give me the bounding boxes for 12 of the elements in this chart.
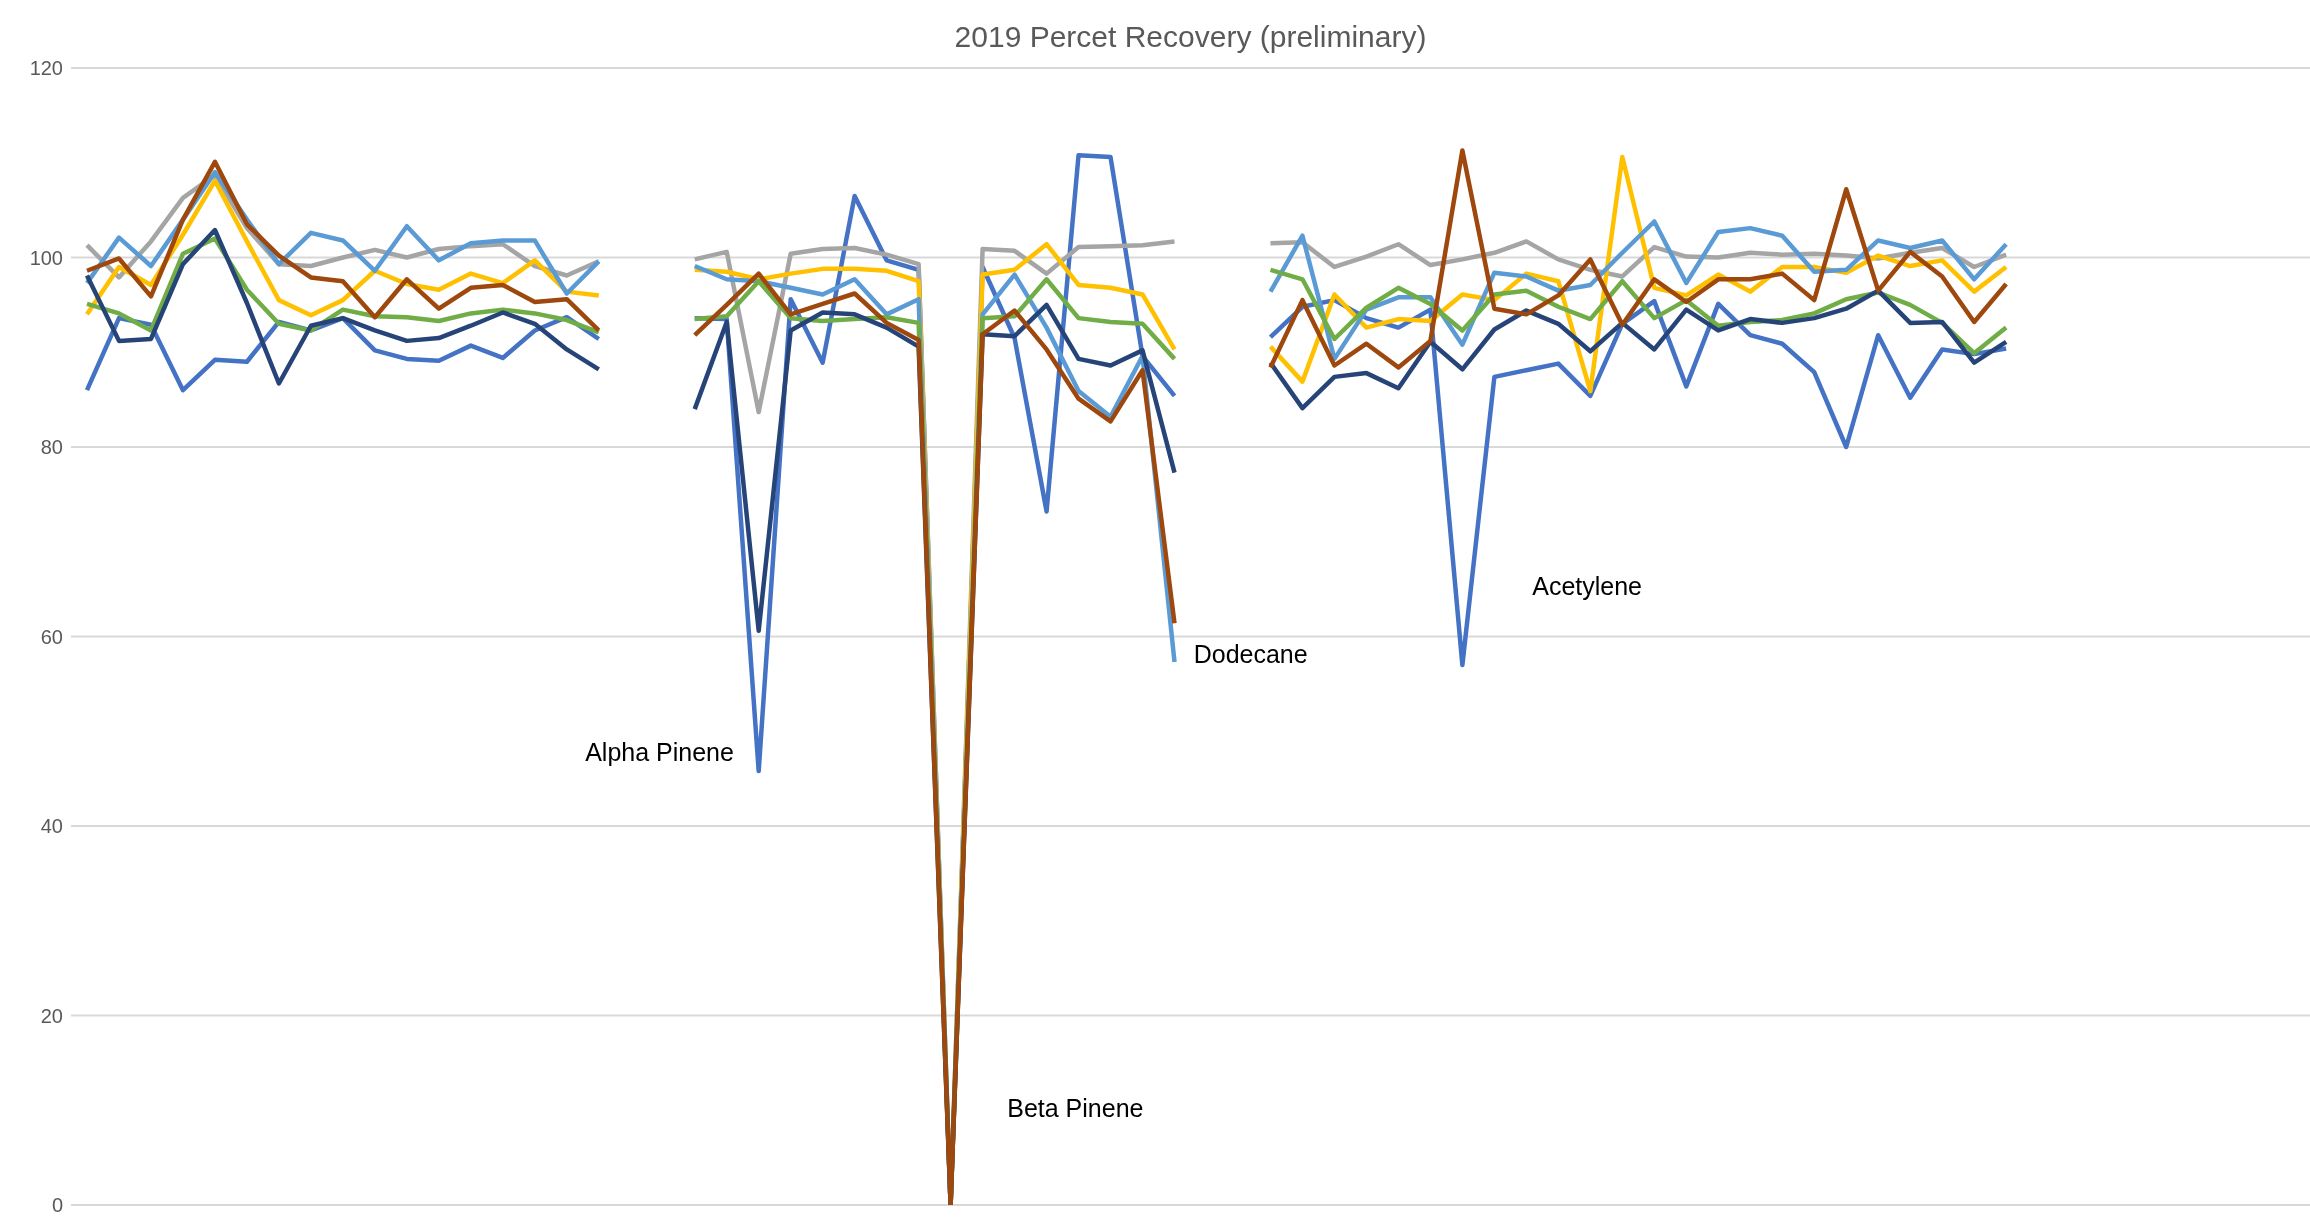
y-tick-label: 80 (40, 436, 63, 459)
y-tick-label: 20 (40, 1004, 63, 1027)
chart-title: 2019 Percet Recovery (preliminary) (953, 20, 1428, 54)
annotation: Acetylene (1532, 571, 1643, 600)
annotation: Alpha Pinene (585, 737, 734, 766)
annotation: Beta Pinene (1007, 1093, 1144, 1122)
y-tick-label: 120 (29, 57, 63, 80)
y-tick-label: 100 (29, 246, 63, 269)
annotation: Dodecane (1193, 640, 1308, 669)
y-tick-label: 60 (40, 625, 63, 648)
y-tick-label: 0 (51, 1194, 63, 1217)
y-tick-label: 40 (40, 815, 63, 838)
